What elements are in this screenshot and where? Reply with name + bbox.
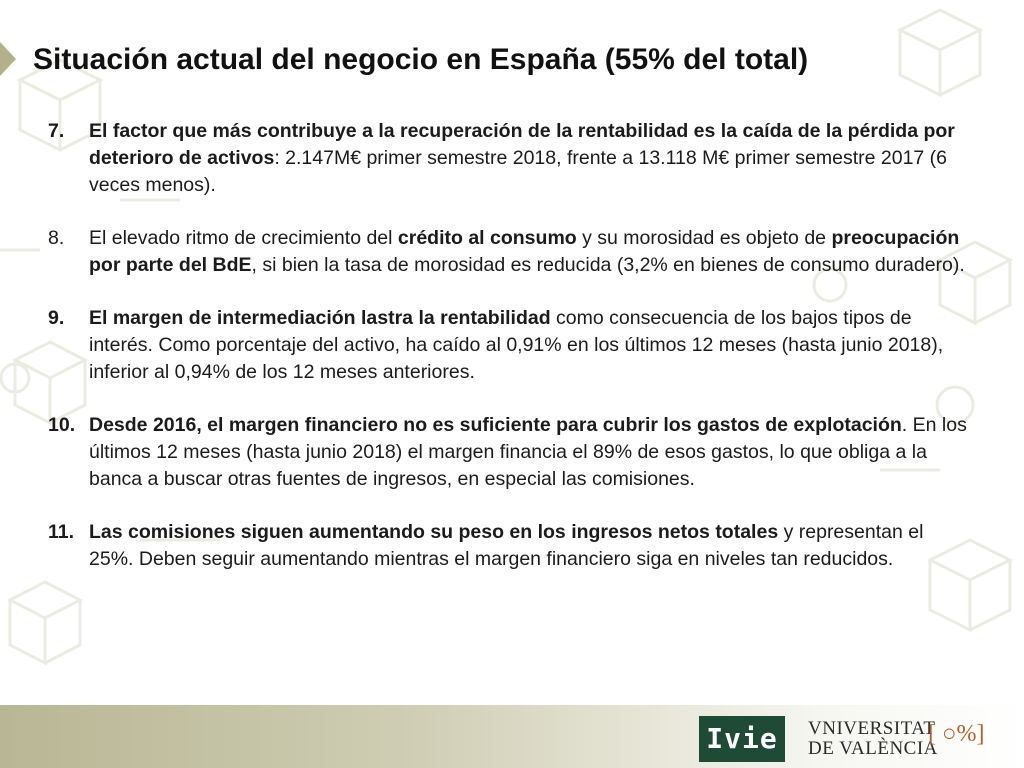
emphasis-text: Las comisiones siguen aumentando su peso… (89, 521, 779, 543)
list-item-number: 10. (48, 414, 76, 436)
list-item: 10. Desde 2016, el margen financiero no e… (48, 412, 968, 493)
body-text: : 2.147M€ primer semestre 2018, frente a… (89, 147, 948, 196)
list-item-text: El factor que más contribuye a la recupe… (89, 118, 968, 199)
list-item-text: El margen de intermediación lastra la re… (89, 305, 968, 386)
title-marker (0, 42, 16, 76)
emphasis-text: El factor que más contribuye a la recupe… (89, 120, 955, 169)
footer-band (0, 705, 1024, 768)
emphasis-text: preocupación por parte del BdE (89, 227, 960, 276)
slide-title: Situación actual del negocio en España (… (33, 43, 809, 76)
list-item: 11. Las comisiones siguen aumentando su p… (48, 519, 968, 573)
universitat-valencia-logo: VNIVERSITAT DE VALÈNCIA (808, 719, 938, 759)
list-item: 7. El factor que más contribuye a la recu… (48, 118, 968, 199)
university-name-line-2: DE VALÈNCIA (808, 738, 938, 759)
list-item-number: 8. (48, 227, 65, 249)
list-item: 8. El elevado ritmo de crecimiento del cr… (48, 225, 968, 279)
emphasis-text: crédito al consumo (397, 227, 577, 249)
body-text: como consecuencia de los bajos tipos de … (89, 307, 944, 383)
body-text: . En los últimos 12 meses (hasta junio 2… (89, 414, 967, 490)
body-text: y representan el 25%. Deben seguir aumen… (89, 521, 924, 570)
emphasis-text: Desde 2016, el margen financiero no es s… (89, 414, 902, 436)
list-item-number: 7. (48, 120, 65, 142)
universitat-valencia-seal-icon: [ ○%] (928, 721, 985, 747)
list-item-text: Desde 2016, el margen financiero no es s… (89, 412, 968, 493)
university-name-line-1: VNIVERSITAT (808, 718, 936, 739)
list-item-text: El elevado ritmo de crecimiento del créd… (89, 225, 968, 279)
ivie-logo: Ivie (699, 716, 785, 762)
list-item: 9. El margen de intermediación lastra la … (48, 305, 968, 386)
body-text: y su morosidad es objeto de (576, 227, 832, 249)
list-item-number: 11. (48, 521, 75, 543)
emphasis-text: El margen de intermediación lastra la re… (89, 307, 551, 329)
numbered-list: 7. El factor que más contribuye a la recu… (48, 118, 968, 599)
list-item-number: 9. (48, 307, 65, 329)
body-text: El elevado ritmo de crecimiento del (89, 227, 398, 249)
background-pattern-icon (0, 8, 1014, 666)
list-item-text: Las comisiones siguen aumentando su peso… (89, 519, 968, 573)
body-text: , si bien la tasa de morosidad es reduci… (251, 254, 965, 276)
